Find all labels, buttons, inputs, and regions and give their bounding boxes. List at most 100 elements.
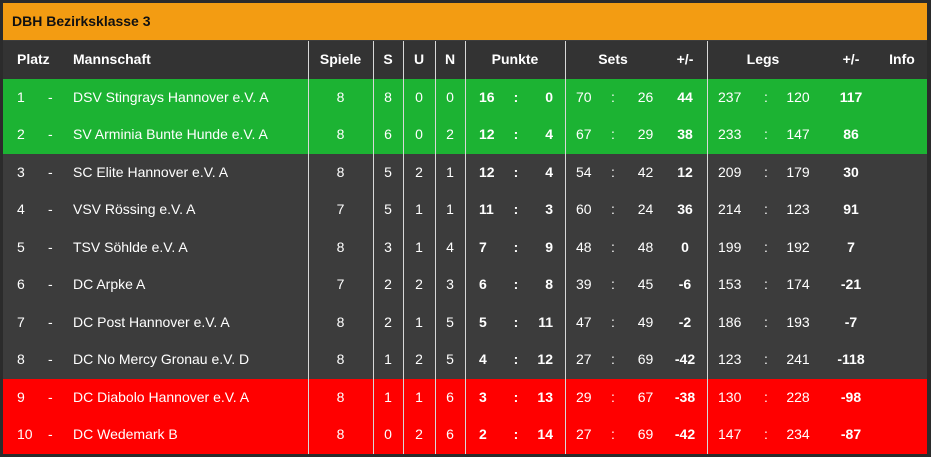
- divider: [373, 41, 374, 454]
- col-u[interactable]: U: [413, 51, 425, 67]
- col-sets-diff[interactable]: +/-: [676, 51, 694, 67]
- team-name[interactable]: SC Elite Hannover e.V. A: [73, 163, 229, 180]
- col-n[interactable]: N: [444, 51, 456, 67]
- team-name[interactable]: DSV Stingrays Hannover e.V. A: [73, 88, 269, 105]
- sets-lost: 67: [637, 388, 654, 405]
- row-u: 1: [415, 238, 423, 255]
- sets-won: 29: [576, 388, 592, 405]
- row-n: 4: [446, 238, 454, 255]
- team-name[interactable]: SV Arminia Bunte Hunde e.V. A: [73, 126, 268, 142]
- col-spiele[interactable]: Spiele: [319, 51, 362, 67]
- col-sets[interactable]: Sets: [598, 51, 628, 67]
- league-table: DBH Bezirksklasse 3 Platz Mannschaft Spi…: [3, 3, 927, 454]
- legs-diff: 86: [843, 126, 859, 142]
- col-s[interactable]: S: [383, 51, 393, 67]
- row-n: 3: [446, 276, 454, 292]
- col-mannschaft[interactable]: Mannschaft: [73, 51, 151, 67]
- col-platz[interactable]: Platz: [17, 51, 50, 67]
- row-spiele: 8: [336, 426, 345, 442]
- col-punkte[interactable]: Punkte: [491, 51, 539, 67]
- team-name[interactable]: DC Wedemark B: [73, 426, 178, 442]
- legs-sep: :: [764, 126, 768, 142]
- row-trend: -: [48, 276, 53, 292]
- sets-diff: -38: [674, 388, 696, 405]
- legs-diff: -7: [844, 313, 858, 330]
- row-trend: -: [48, 313, 53, 330]
- col-info[interactable]: Info: [889, 51, 915, 67]
- sets-lost: 26: [637, 88, 654, 105]
- team-name[interactable]: DC Post Hannover e.V. A: [73, 313, 230, 330]
- row-s: 6: [384, 126, 392, 142]
- sets-sep: :: [611, 163, 615, 180]
- sets-sep: :: [611, 351, 615, 367]
- row-trend: -: [48, 351, 53, 367]
- points-for: 5: [479, 313, 487, 330]
- points-for: 11: [479, 201, 494, 217]
- sets-sep: :: [611, 88, 615, 105]
- row-u: 1: [415, 388, 423, 405]
- col-legs[interactable]: Legs: [746, 51, 780, 67]
- row-spiele: 8: [336, 388, 345, 405]
- sets-sep: :: [611, 388, 615, 405]
- divider: [565, 41, 566, 454]
- points-sep: :: [513, 163, 519, 180]
- points-against: 3: [545, 201, 553, 217]
- points-against: 0: [545, 88, 553, 105]
- sets-diff: -42: [674, 426, 696, 442]
- row-spiele: 8: [336, 88, 345, 105]
- row-s: 2: [384, 276, 392, 292]
- col-legs-diff[interactable]: +/-: [842, 51, 860, 67]
- row-platz: 8: [17, 351, 25, 367]
- row-s: 5: [384, 201, 392, 217]
- row-spiele: 8: [336, 163, 345, 180]
- row-trend: -: [48, 426, 53, 442]
- row-platz: 5: [17, 238, 25, 255]
- divider: [308, 41, 309, 454]
- sets-diff: 12: [677, 163, 693, 180]
- legs-lost: 120: [786, 88, 810, 105]
- legs-lost: 241: [786, 351, 810, 367]
- points-against: 11: [538, 313, 553, 330]
- legs-diff: 30: [843, 163, 859, 180]
- sets-won: 47: [576, 313, 592, 330]
- points-for: 3: [479, 388, 487, 405]
- row-platz: 3: [17, 163, 25, 180]
- sets-lost: 45: [637, 276, 654, 292]
- row-n: 5: [446, 313, 454, 330]
- row-platz: 10: [17, 426, 33, 442]
- row-platz: 4: [17, 201, 25, 217]
- legs-won: 214: [718, 201, 742, 217]
- legs-lost: 174: [786, 276, 810, 292]
- legs-diff: -87: [840, 426, 862, 442]
- row-spiele: 8: [336, 351, 345, 367]
- row-trend: -: [48, 88, 53, 105]
- sets-diff: -2: [678, 313, 692, 330]
- sets-diff: -6: [678, 276, 692, 292]
- legs-sep: :: [764, 426, 768, 442]
- points-for: 6: [479, 276, 487, 292]
- team-name[interactable]: DC Arpke A: [73, 276, 146, 292]
- team-name[interactable]: DC No Mercy Gronau e.V. D: [73, 351, 250, 367]
- points-against: 13: [537, 388, 553, 405]
- row-u: 2: [415, 163, 423, 180]
- row-trend: -: [48, 388, 53, 405]
- legs-sep: :: [764, 388, 768, 405]
- legs-sep: :: [764, 238, 768, 255]
- row-u: 1: [415, 313, 423, 330]
- sets-lost: 29: [637, 126, 654, 142]
- sets-lost: 42: [637, 163, 654, 180]
- legs-lost: 179: [786, 163, 810, 180]
- team-name[interactable]: TSV Söhlde e.V. A: [73, 238, 188, 255]
- sets-won: 39: [576, 276, 592, 292]
- sets-diff: 0: [681, 238, 689, 255]
- legs-diff: -118: [837, 351, 865, 367]
- sets-diff: 44: [677, 88, 693, 105]
- legs-won: 186: [718, 313, 742, 330]
- row-s: 0: [384, 426, 392, 442]
- points-against: 8: [545, 276, 553, 292]
- points-for: 7: [479, 238, 487, 255]
- team-name[interactable]: VSV Rössing e.V. A: [73, 201, 196, 217]
- league-title: DBH Bezirksklasse 3: [3, 3, 927, 40]
- team-name[interactable]: DC Diabolo Hannover e.V. A: [73, 388, 250, 405]
- legs-lost: 234: [786, 426, 810, 442]
